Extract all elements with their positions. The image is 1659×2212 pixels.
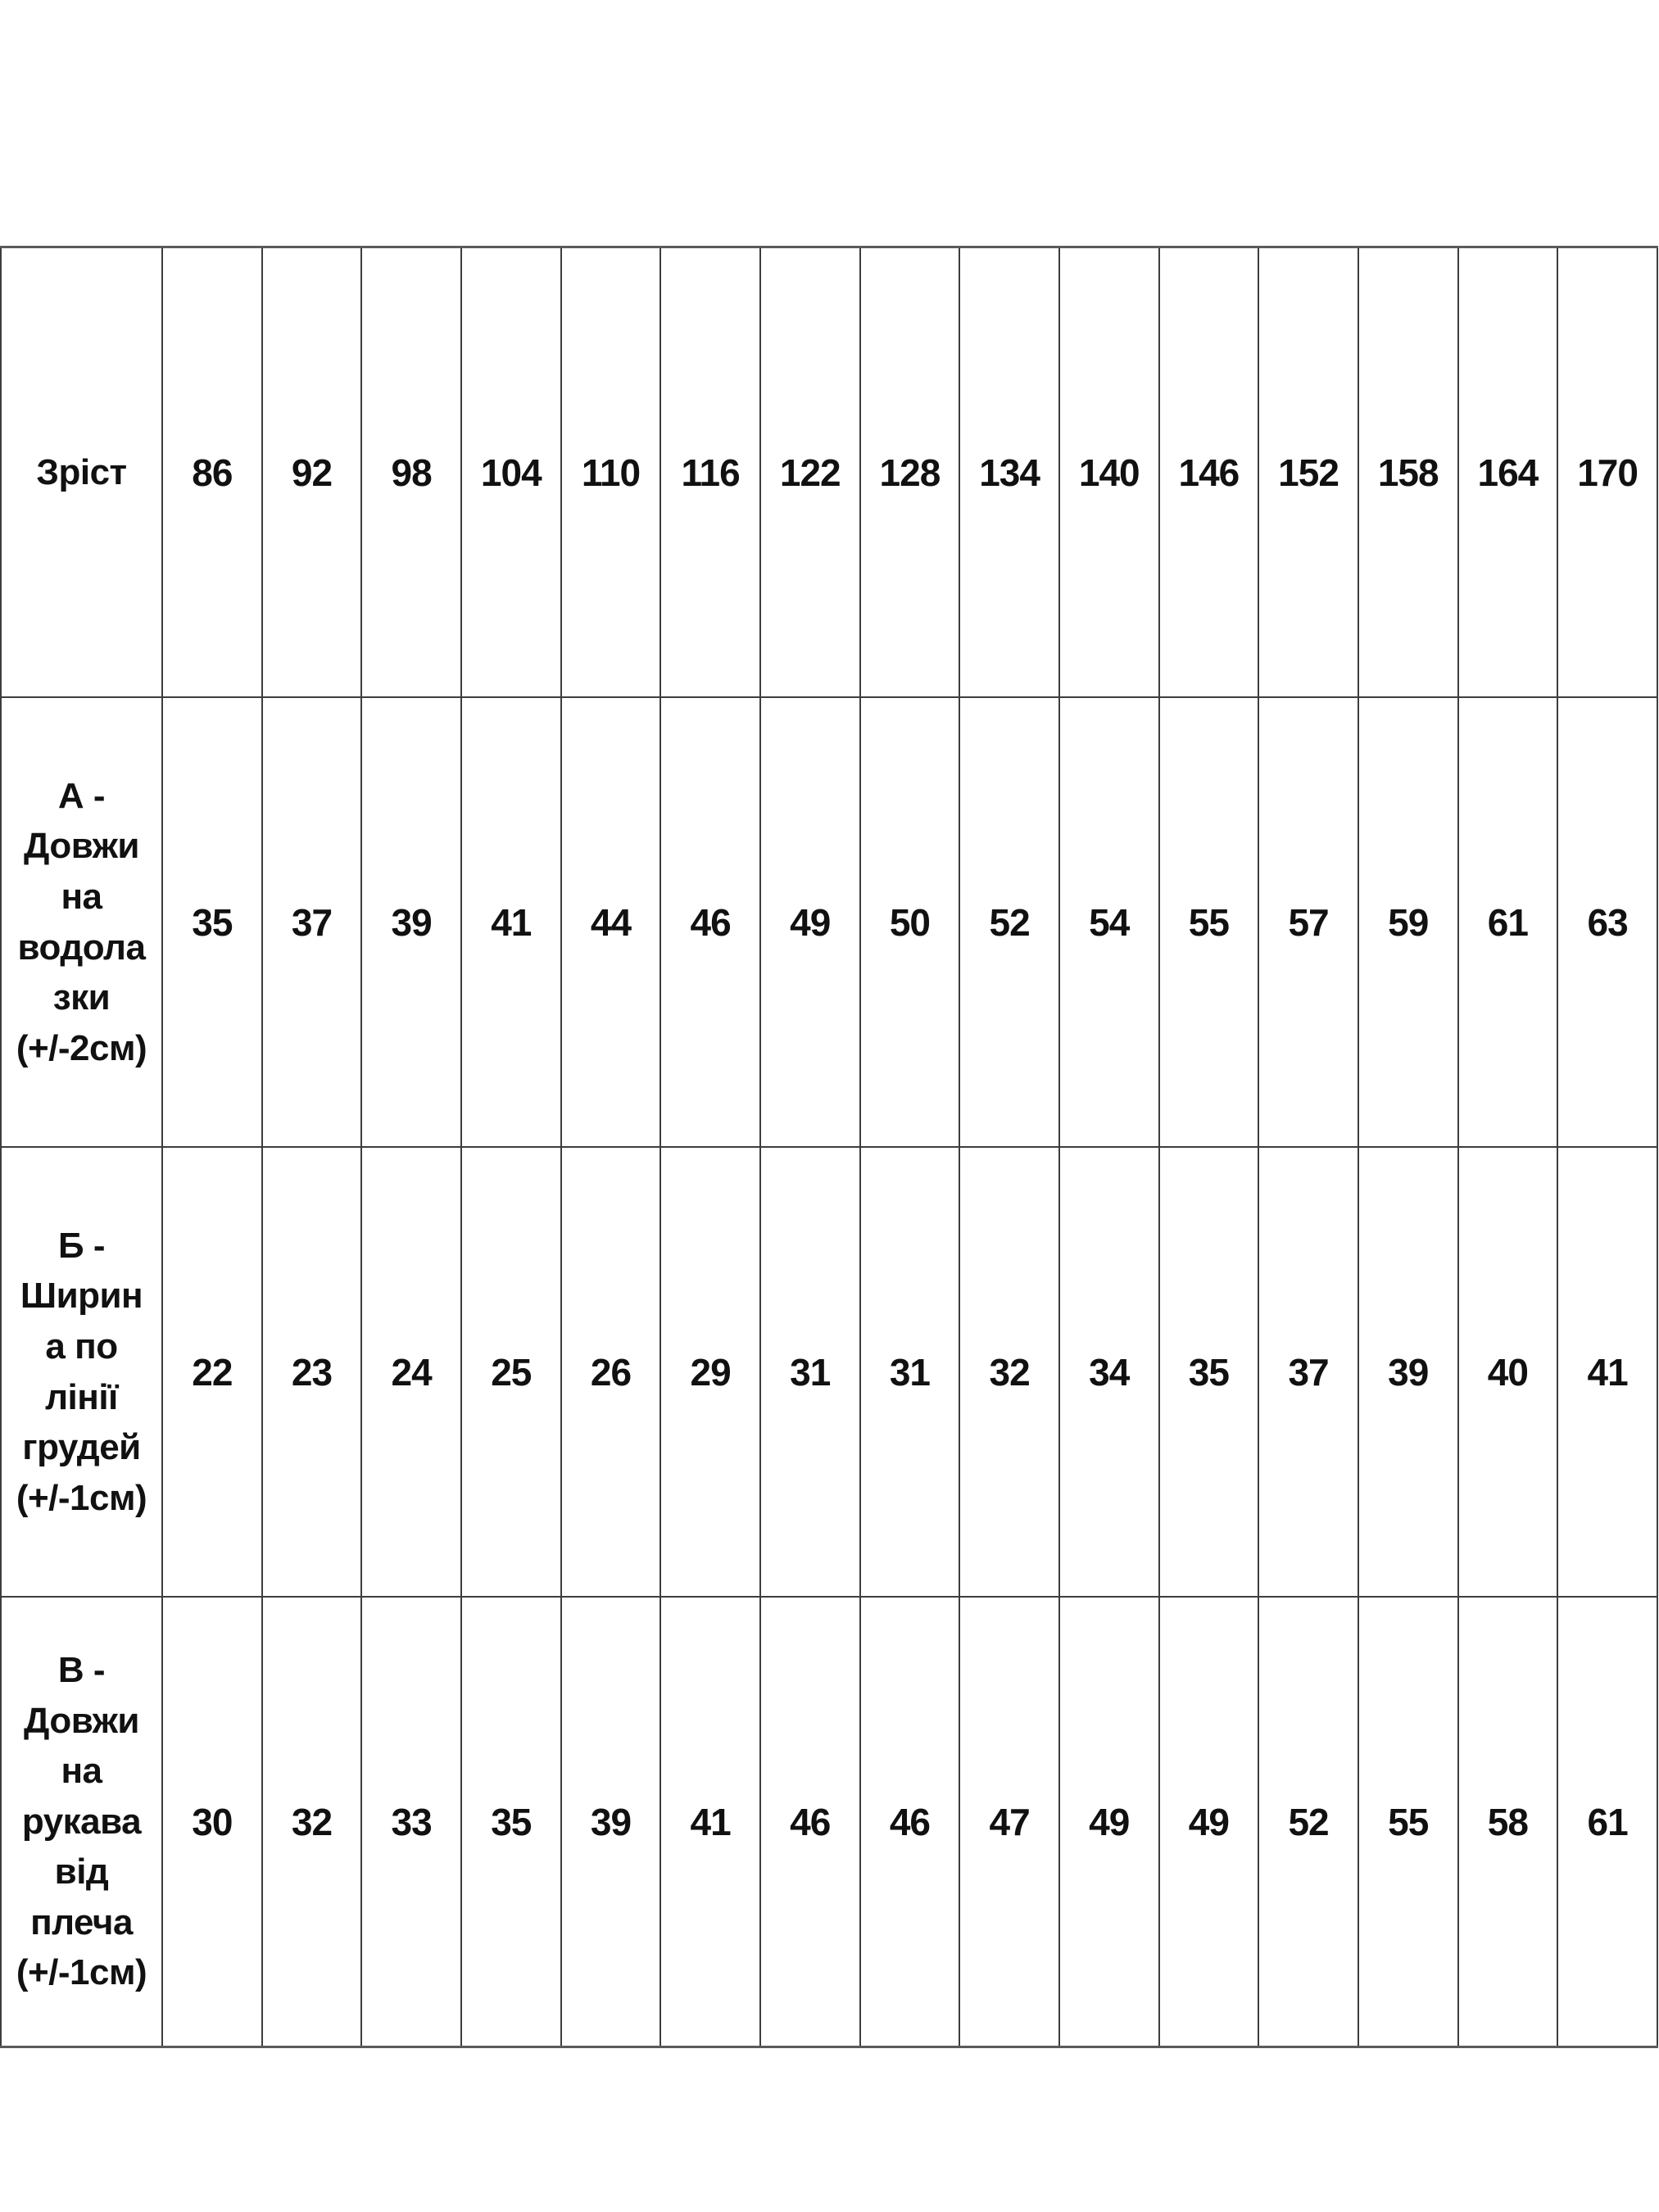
- value-cell: 58: [1457, 1596, 1559, 2048]
- table-row-sleeve-length: В - Довжи на рукава від плеча (+/-1см) 3…: [0, 1596, 1658, 2048]
- value-cell: 146: [1158, 246, 1260, 698]
- row-label-cell: Б - Ширин а по лінії грудей (+/-1см): [0, 1146, 163, 1598]
- value-cell: 26: [560, 1146, 662, 1598]
- value-cell: 110: [560, 246, 662, 698]
- value-cell: 52: [1258, 1596, 1359, 2048]
- value-cell: 57: [1258, 696, 1359, 1148]
- value-cell: 32: [959, 1146, 1060, 1598]
- table-row-turtleneck-length: А - Довжи на водола зки (+/-2см) 35 37 3…: [0, 696, 1658, 1148]
- value-cell: 54: [1058, 696, 1160, 1148]
- value-cell: 92: [261, 246, 363, 698]
- value-cell: 98: [360, 246, 462, 698]
- value-cell: 41: [660, 1596, 761, 2048]
- value-cell: 33: [360, 1596, 462, 2048]
- value-cell: 37: [261, 696, 363, 1148]
- value-cell: 104: [460, 246, 562, 698]
- size-chart: Зріст 86 92 98 104 110 116 122 128 134 1…: [0, 246, 1659, 2051]
- value-cell: 55: [1158, 696, 1260, 1148]
- value-cell: 32: [261, 1596, 363, 2048]
- value-cell: 50: [859, 696, 961, 1148]
- value-cell: 25: [460, 1146, 562, 1598]
- value-cell: 39: [1357, 1146, 1459, 1598]
- value-cell: 49: [759, 696, 861, 1148]
- value-cell: 31: [759, 1146, 861, 1598]
- value-cell: 37: [1258, 1146, 1359, 1598]
- value-cell: 63: [1557, 696, 1658, 1148]
- size-table: Зріст 86 92 98 104 110 116 122 128 134 1…: [0, 246, 1658, 2048]
- value-cell: 44: [560, 696, 662, 1148]
- value-cell: 34: [1058, 1146, 1160, 1598]
- value-cell: 158: [1357, 246, 1459, 698]
- value-cell: 61: [1557, 1596, 1658, 2048]
- value-cell: 46: [660, 696, 761, 1148]
- value-cell: 134: [959, 246, 1060, 698]
- value-cell: 40: [1457, 1146, 1559, 1598]
- value-cell: 49: [1158, 1596, 1260, 2048]
- value-cell: 30: [161, 1596, 263, 2048]
- value-cell: 152: [1258, 246, 1359, 698]
- value-cell: 47: [959, 1596, 1060, 2048]
- value-cell: 46: [759, 1596, 861, 2048]
- value-cell: 41: [1557, 1146, 1658, 1598]
- value-cell: 39: [560, 1596, 662, 2048]
- value-cell: 24: [360, 1146, 462, 1598]
- value-cell: 31: [859, 1146, 961, 1598]
- value-cell: 122: [759, 246, 861, 698]
- value-cell: 52: [959, 696, 1060, 1148]
- value-cell: 116: [660, 246, 761, 698]
- row-label-cell: А - Довжи на водола зки (+/-2см): [0, 696, 163, 1148]
- value-cell: 35: [161, 696, 263, 1148]
- value-cell: 23: [261, 1146, 363, 1598]
- value-cell: 170: [1557, 246, 1658, 698]
- value-cell: 35: [1158, 1146, 1260, 1598]
- row-label-cell: Зріст: [0, 246, 163, 698]
- value-cell: 55: [1357, 1596, 1459, 2048]
- value-cell: 61: [1457, 696, 1559, 1148]
- value-cell: 140: [1058, 246, 1160, 698]
- value-cell: 49: [1058, 1596, 1160, 2048]
- table-row-chest-width: Б - Ширин а по лінії грудей (+/-1см) 22 …: [0, 1146, 1658, 1598]
- value-cell: 59: [1357, 696, 1459, 1148]
- value-cell: 39: [360, 696, 462, 1148]
- value-cell: 164: [1457, 246, 1559, 698]
- value-cell: 29: [660, 1146, 761, 1598]
- table-row-height: Зріст 86 92 98 104 110 116 122 128 134 1…: [0, 246, 1658, 698]
- row-label-cell: В - Довжи на рукава від плеча (+/-1см): [0, 1596, 163, 2048]
- value-cell: 22: [161, 1146, 263, 1598]
- value-cell: 128: [859, 246, 961, 698]
- value-cell: 86: [161, 246, 263, 698]
- value-cell: 35: [460, 1596, 562, 2048]
- value-cell: 41: [460, 696, 562, 1148]
- value-cell: 46: [859, 1596, 961, 2048]
